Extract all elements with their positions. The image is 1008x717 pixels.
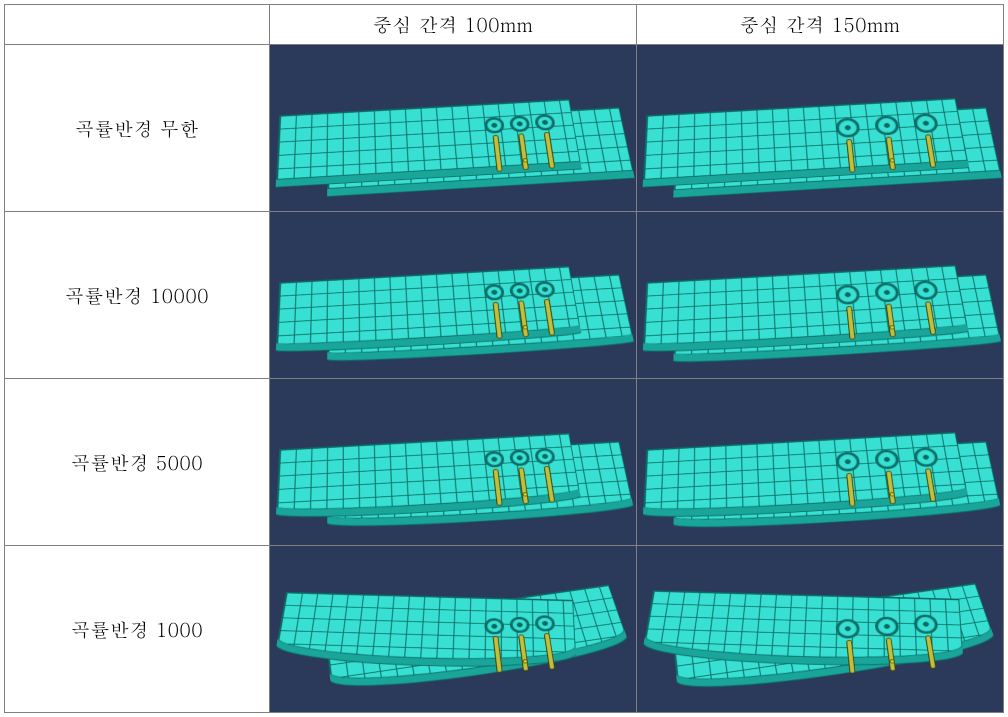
row-label: 곡률반경 10000 (5, 212, 270, 379)
fem-render (278, 554, 628, 704)
fem-viewer-cell (637, 379, 1004, 546)
fem-results-table: 중심 간격 100mm 중심 간격 150mm 곡률반경 무한곡률반경 1000… (4, 4, 1004, 713)
fem-render (645, 554, 995, 704)
header-spacing-150: 중심 간격 150mm (637, 5, 1004, 45)
fem-render (645, 387, 995, 537)
row-label: 곡률반경 5000 (5, 379, 270, 546)
fem-render (278, 53, 628, 203)
fem-viewer-cell (637, 546, 1004, 713)
table-row: 곡률반경 10000 (5, 212, 1004, 379)
fem-render (278, 220, 628, 370)
header-spacing-100: 중심 간격 100mm (270, 5, 637, 45)
fem-render (645, 53, 995, 203)
header-row: 중심 간격 100mm 중심 간격 150mm (5, 5, 1004, 45)
fem-render (645, 220, 995, 370)
fem-viewer-cell (270, 212, 637, 379)
fem-viewer-cell (270, 45, 637, 212)
fem-render (278, 387, 628, 537)
row-label: 곡률반경 1000 (5, 546, 270, 713)
fem-viewer-cell (270, 546, 637, 713)
fem-viewer-cell (637, 45, 1004, 212)
table-row: 곡률반경 무한 (5, 45, 1004, 212)
fem-viewer-cell (270, 379, 637, 546)
table-row: 곡률반경 5000 (5, 379, 1004, 546)
fem-viewer-cell (637, 212, 1004, 379)
table-row: 곡률반경 1000 (5, 546, 1004, 713)
row-label: 곡률반경 무한 (5, 45, 270, 212)
header-empty (5, 5, 270, 45)
